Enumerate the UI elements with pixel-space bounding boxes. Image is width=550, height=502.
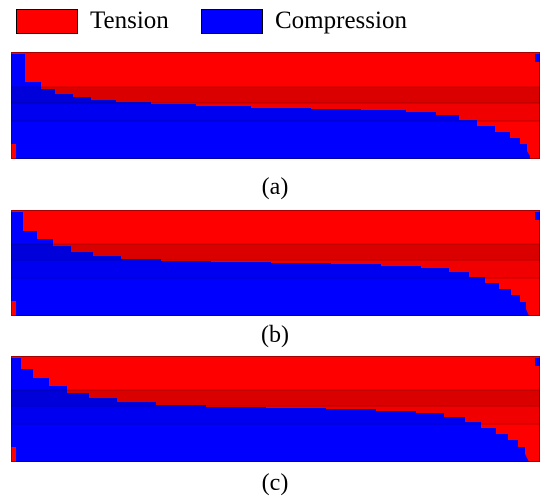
- band-shade-lower: [11, 406, 540, 424]
- band-shade-upper: [11, 87, 540, 103]
- stress-panel-c: [11, 356, 540, 462]
- panel-border: [11, 210, 540, 316]
- legend-swatch-tension: [16, 9, 78, 34]
- legend: Tension Compression: [0, 0, 550, 42]
- tension-patch-left: [11, 144, 16, 159]
- stress-panel-b: [11, 210, 540, 316]
- compression-region: [11, 212, 529, 316]
- compression-region: [11, 358, 529, 462]
- stress-map-c: [11, 356, 540, 462]
- band-shade-upper: [11, 390, 540, 406]
- caption-a: (a): [261, 174, 289, 200]
- panel-border: [11, 356, 540, 462]
- band-shade-lower: [11, 103, 540, 121]
- tension-patch-left: [11, 301, 16, 316]
- legend-swatch-compression: [201, 9, 263, 34]
- band-shade-lower: [11, 260, 540, 278]
- stress-map-b: [11, 210, 540, 316]
- tension-patch-left: [11, 447, 16, 462]
- panel-border: [11, 52, 540, 159]
- stress-map-a: [11, 52, 540, 159]
- caption-c: (c): [261, 470, 289, 496]
- stress-panel-a: [11, 52, 540, 159]
- band-shade-upper: [11, 244, 540, 260]
- caption-b: (b): [261, 322, 289, 348]
- compression-region: [11, 54, 530, 159]
- compression-patch-right: [535, 358, 540, 366]
- compression-patch-right: [535, 54, 540, 62]
- legend-label-compression: Compression: [275, 7, 407, 34]
- legend-label-tension: Tension: [90, 7, 169, 34]
- compression-patch-right: [535, 212, 540, 220]
